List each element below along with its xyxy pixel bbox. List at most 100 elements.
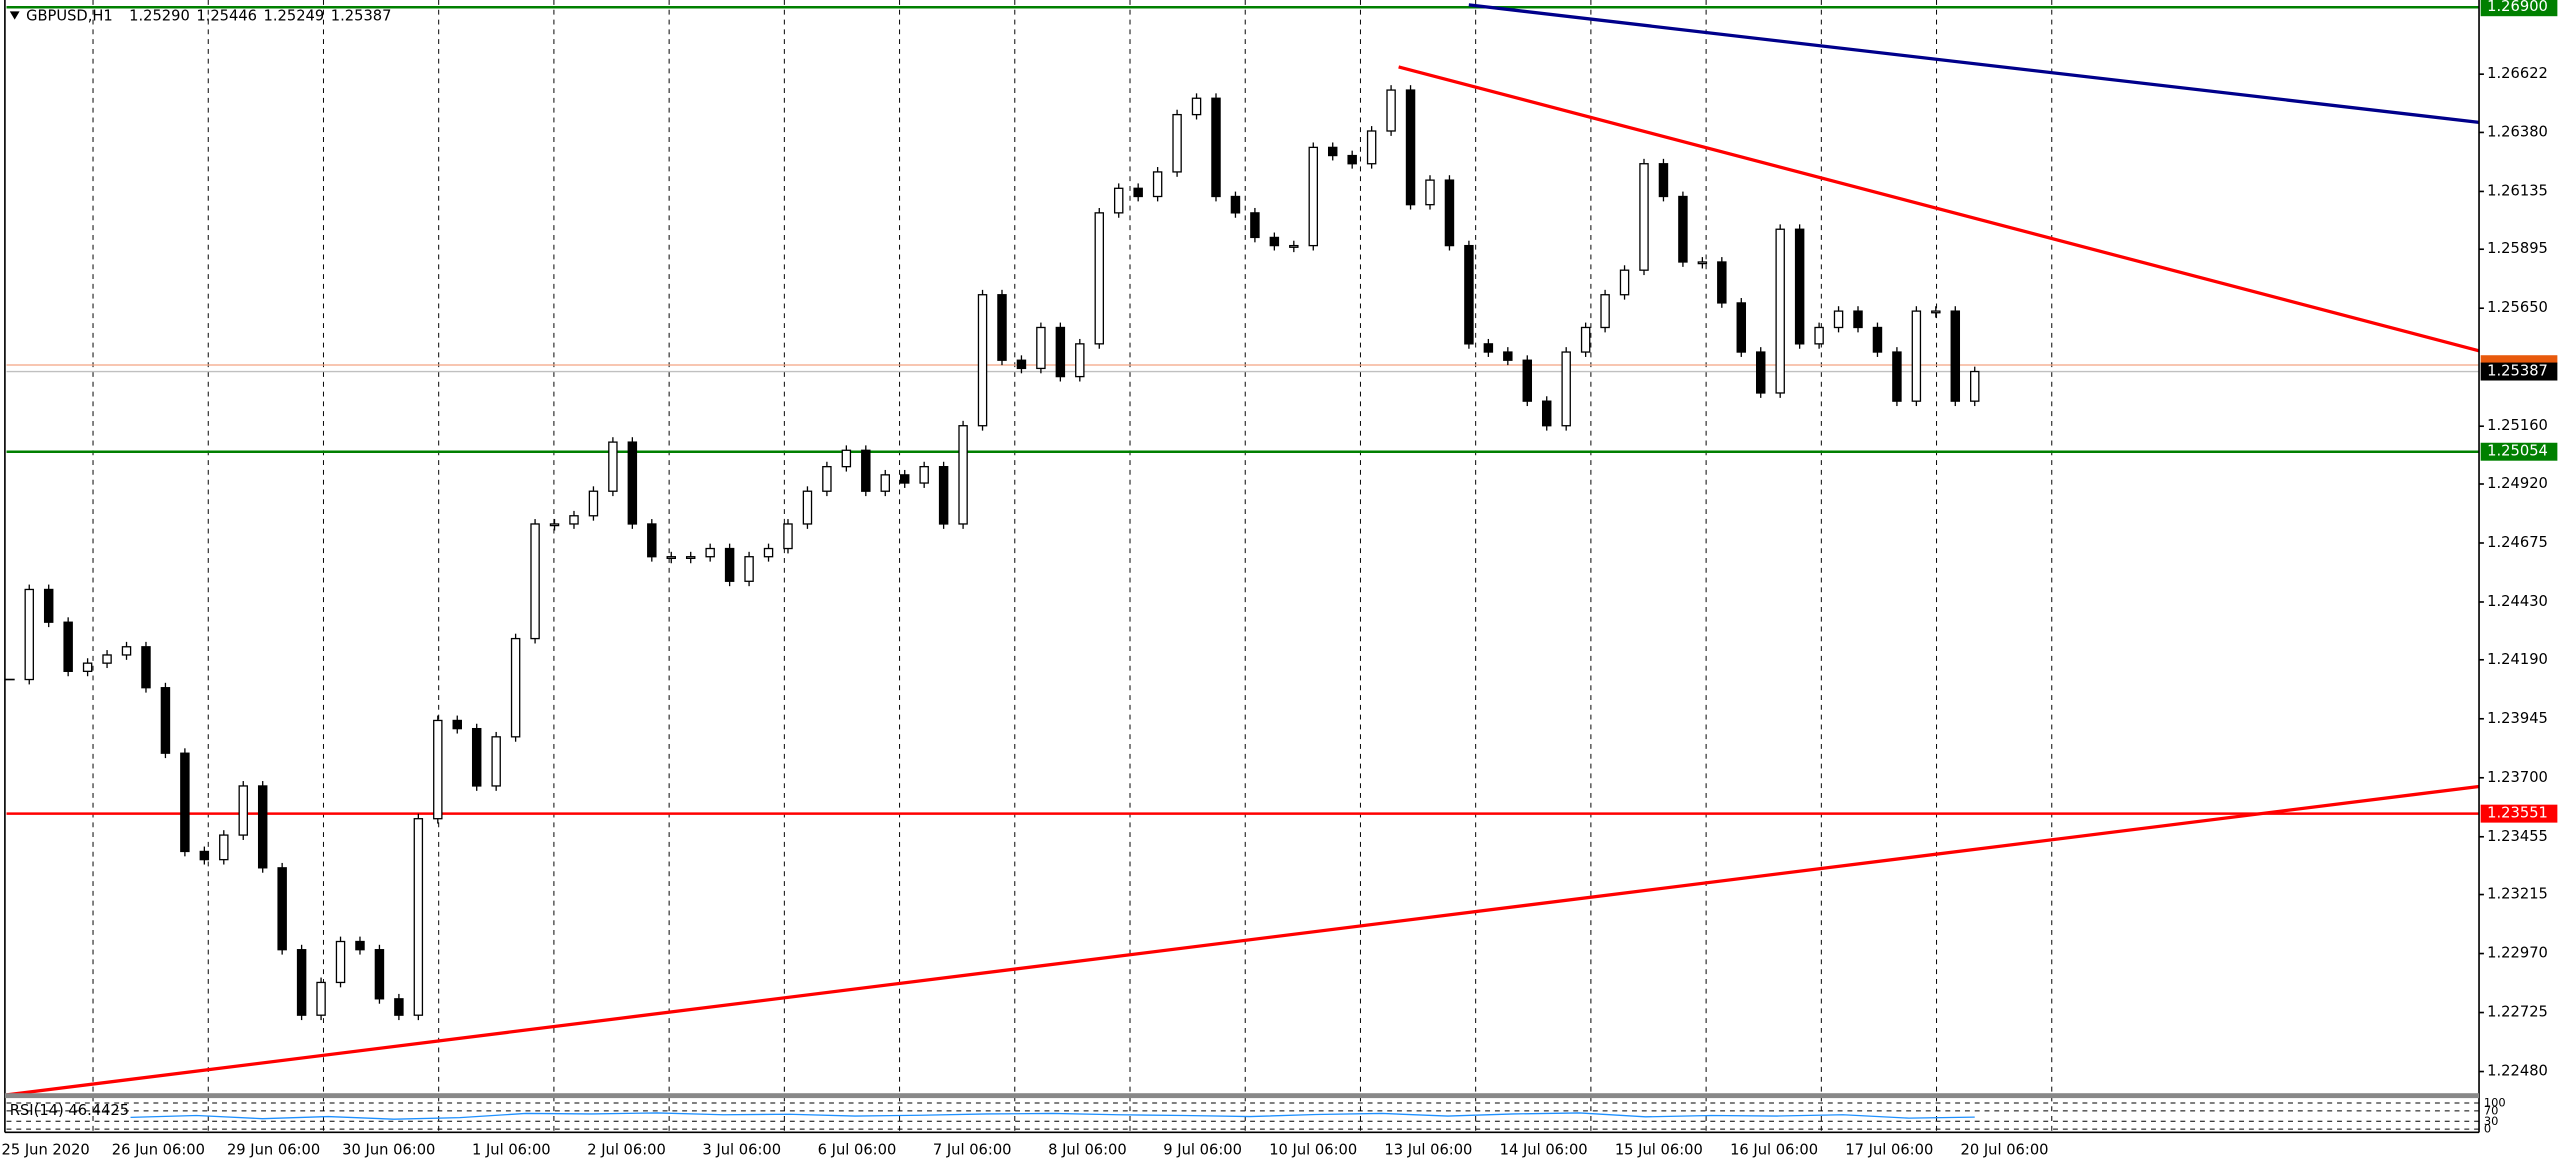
candle: [199, 850, 210, 861]
candle: [1580, 326, 1591, 353]
candle: [1931, 310, 1941, 314]
candle: [1833, 310, 1844, 329]
candles: [4, 6, 2480, 1120]
candle: [1970, 370, 1980, 402]
candle: [569, 515, 579, 525]
y-tick-label: 1.24920: [2487, 475, 2548, 492]
candle: [1892, 351, 1902, 402]
x-tick-label: 14 Jul 06:00: [1500, 1141, 1588, 1158]
x-tick-label: 1 Jul 06:00: [472, 1141, 551, 1158]
x-tick-label: 7 Jul 06:00: [933, 1141, 1012, 1158]
candle: [530, 523, 540, 640]
rsi-tick-label: 0: [2484, 1122, 2491, 1136]
candle: [374, 949, 385, 1000]
x-tick-label: 26 Jun 06:00: [112, 1141, 205, 1158]
candle: [277, 867, 287, 951]
trendline-blue: [1468, 3, 2480, 124]
candle: [919, 466, 929, 484]
x-tick-label: 29 Jun 06:00: [227, 1141, 320, 1158]
rsi-tick-label: 70: [2484, 1103, 2499, 1117]
rsi-tick-label: 100: [2484, 1095, 2506, 1109]
header-value: 1.25446: [196, 7, 257, 24]
candle: [666, 556, 676, 560]
y-tick-label: 1.22480: [2487, 1063, 2548, 1080]
candle: [24, 588, 34, 681]
candle: [413, 818, 424, 1016]
candle: [219, 834, 229, 861]
header-value: 1.25290: [129, 7, 190, 24]
candle: [1444, 179, 1455, 247]
candle: [1269, 236, 1280, 247]
candle: [1541, 400, 1552, 427]
candle: [1561, 351, 1571, 427]
candle: [958, 425, 968, 525]
price-label: 1.25387: [2487, 363, 2548, 380]
x-tick-label: 17 Jul 06:00: [1845, 1141, 1933, 1158]
candle: [1950, 310, 1961, 402]
y-tick-label: 1.22970: [2487, 945, 2548, 962]
candle: [647, 523, 657, 558]
candle: [296, 949, 307, 1016]
candle: [1872, 326, 1883, 353]
candle: [1464, 244, 1474, 345]
candle: [1308, 146, 1319, 247]
x-tick-label: 20 Jul 06:00: [1961, 1141, 2049, 1158]
y-tick-label: 1.26135: [2487, 182, 2548, 199]
candle: [102, 654, 112, 664]
candle: [1425, 179, 1435, 206]
candle: [588, 490, 599, 517]
candle: [1483, 343, 1494, 353]
candle: [160, 687, 171, 754]
candle: [43, 588, 54, 623]
y-tick-label: 1.22725: [2487, 1004, 2548, 1021]
ask-tag: [2480, 355, 2558, 364]
rsi-line: [130, 1112, 1975, 1120]
candle: [685, 556, 696, 560]
y-tick-label: 1.23700: [2487, 769, 2548, 786]
x-tick-label: 15 Jul 06:00: [1615, 1141, 1703, 1158]
candle: [1911, 310, 1922, 402]
x-tick-label: 8 Jul 06:00: [1048, 1141, 1127, 1158]
x-tick-label: 6 Jul 06:00: [818, 1141, 897, 1158]
candle: [355, 940, 365, 951]
candle: [238, 785, 248, 836]
candle: [938, 466, 949, 525]
candle: [880, 474, 890, 492]
candle: [1678, 195, 1688, 263]
candle: [335, 940, 346, 984]
candle: [1211, 97, 1221, 198]
y-tick-label: 1.25160: [2487, 417, 2548, 434]
candle: [1814, 326, 1824, 345]
candle: [549, 523, 560, 527]
candle: [1055, 326, 1066, 378]
candle: [1756, 351, 1766, 394]
candle: [1619, 269, 1630, 296]
candle: [977, 294, 988, 427]
y-tick-label: 1.26622: [2487, 65, 2548, 82]
pane-separator: [4, 1093, 2480, 1099]
y-tick-label: 1.23945: [2487, 710, 2548, 727]
candle: [861, 449, 871, 492]
level-tag: [2480, 0, 2558, 17]
candle: [724, 547, 735, 582]
candle: [763, 547, 774, 558]
candle: [1172, 113, 1182, 173]
candle: [1075, 343, 1085, 378]
header-value: 1.25387: [331, 7, 392, 24]
candle: [1503, 351, 1513, 361]
candle: [783, 523, 793, 550]
candle: [608, 441, 618, 492]
candle: [705, 547, 715, 558]
candle: [1347, 154, 1357, 165]
candle: [899, 474, 910, 484]
candle: [1522, 359, 1533, 402]
x-tick-label: 16 Jul 06:00: [1730, 1141, 1818, 1158]
candle: [1386, 89, 1396, 132]
level-tag: [2480, 804, 2558, 823]
y-tick-label: 1.24675: [2487, 534, 2548, 551]
price-axis: 1.26622 1.26380 1.26135 1.25895 1.25650 1.251…: [2479, 0, 2558, 1136]
price-tag: [2480, 362, 2558, 381]
candle: [121, 646, 132, 656]
